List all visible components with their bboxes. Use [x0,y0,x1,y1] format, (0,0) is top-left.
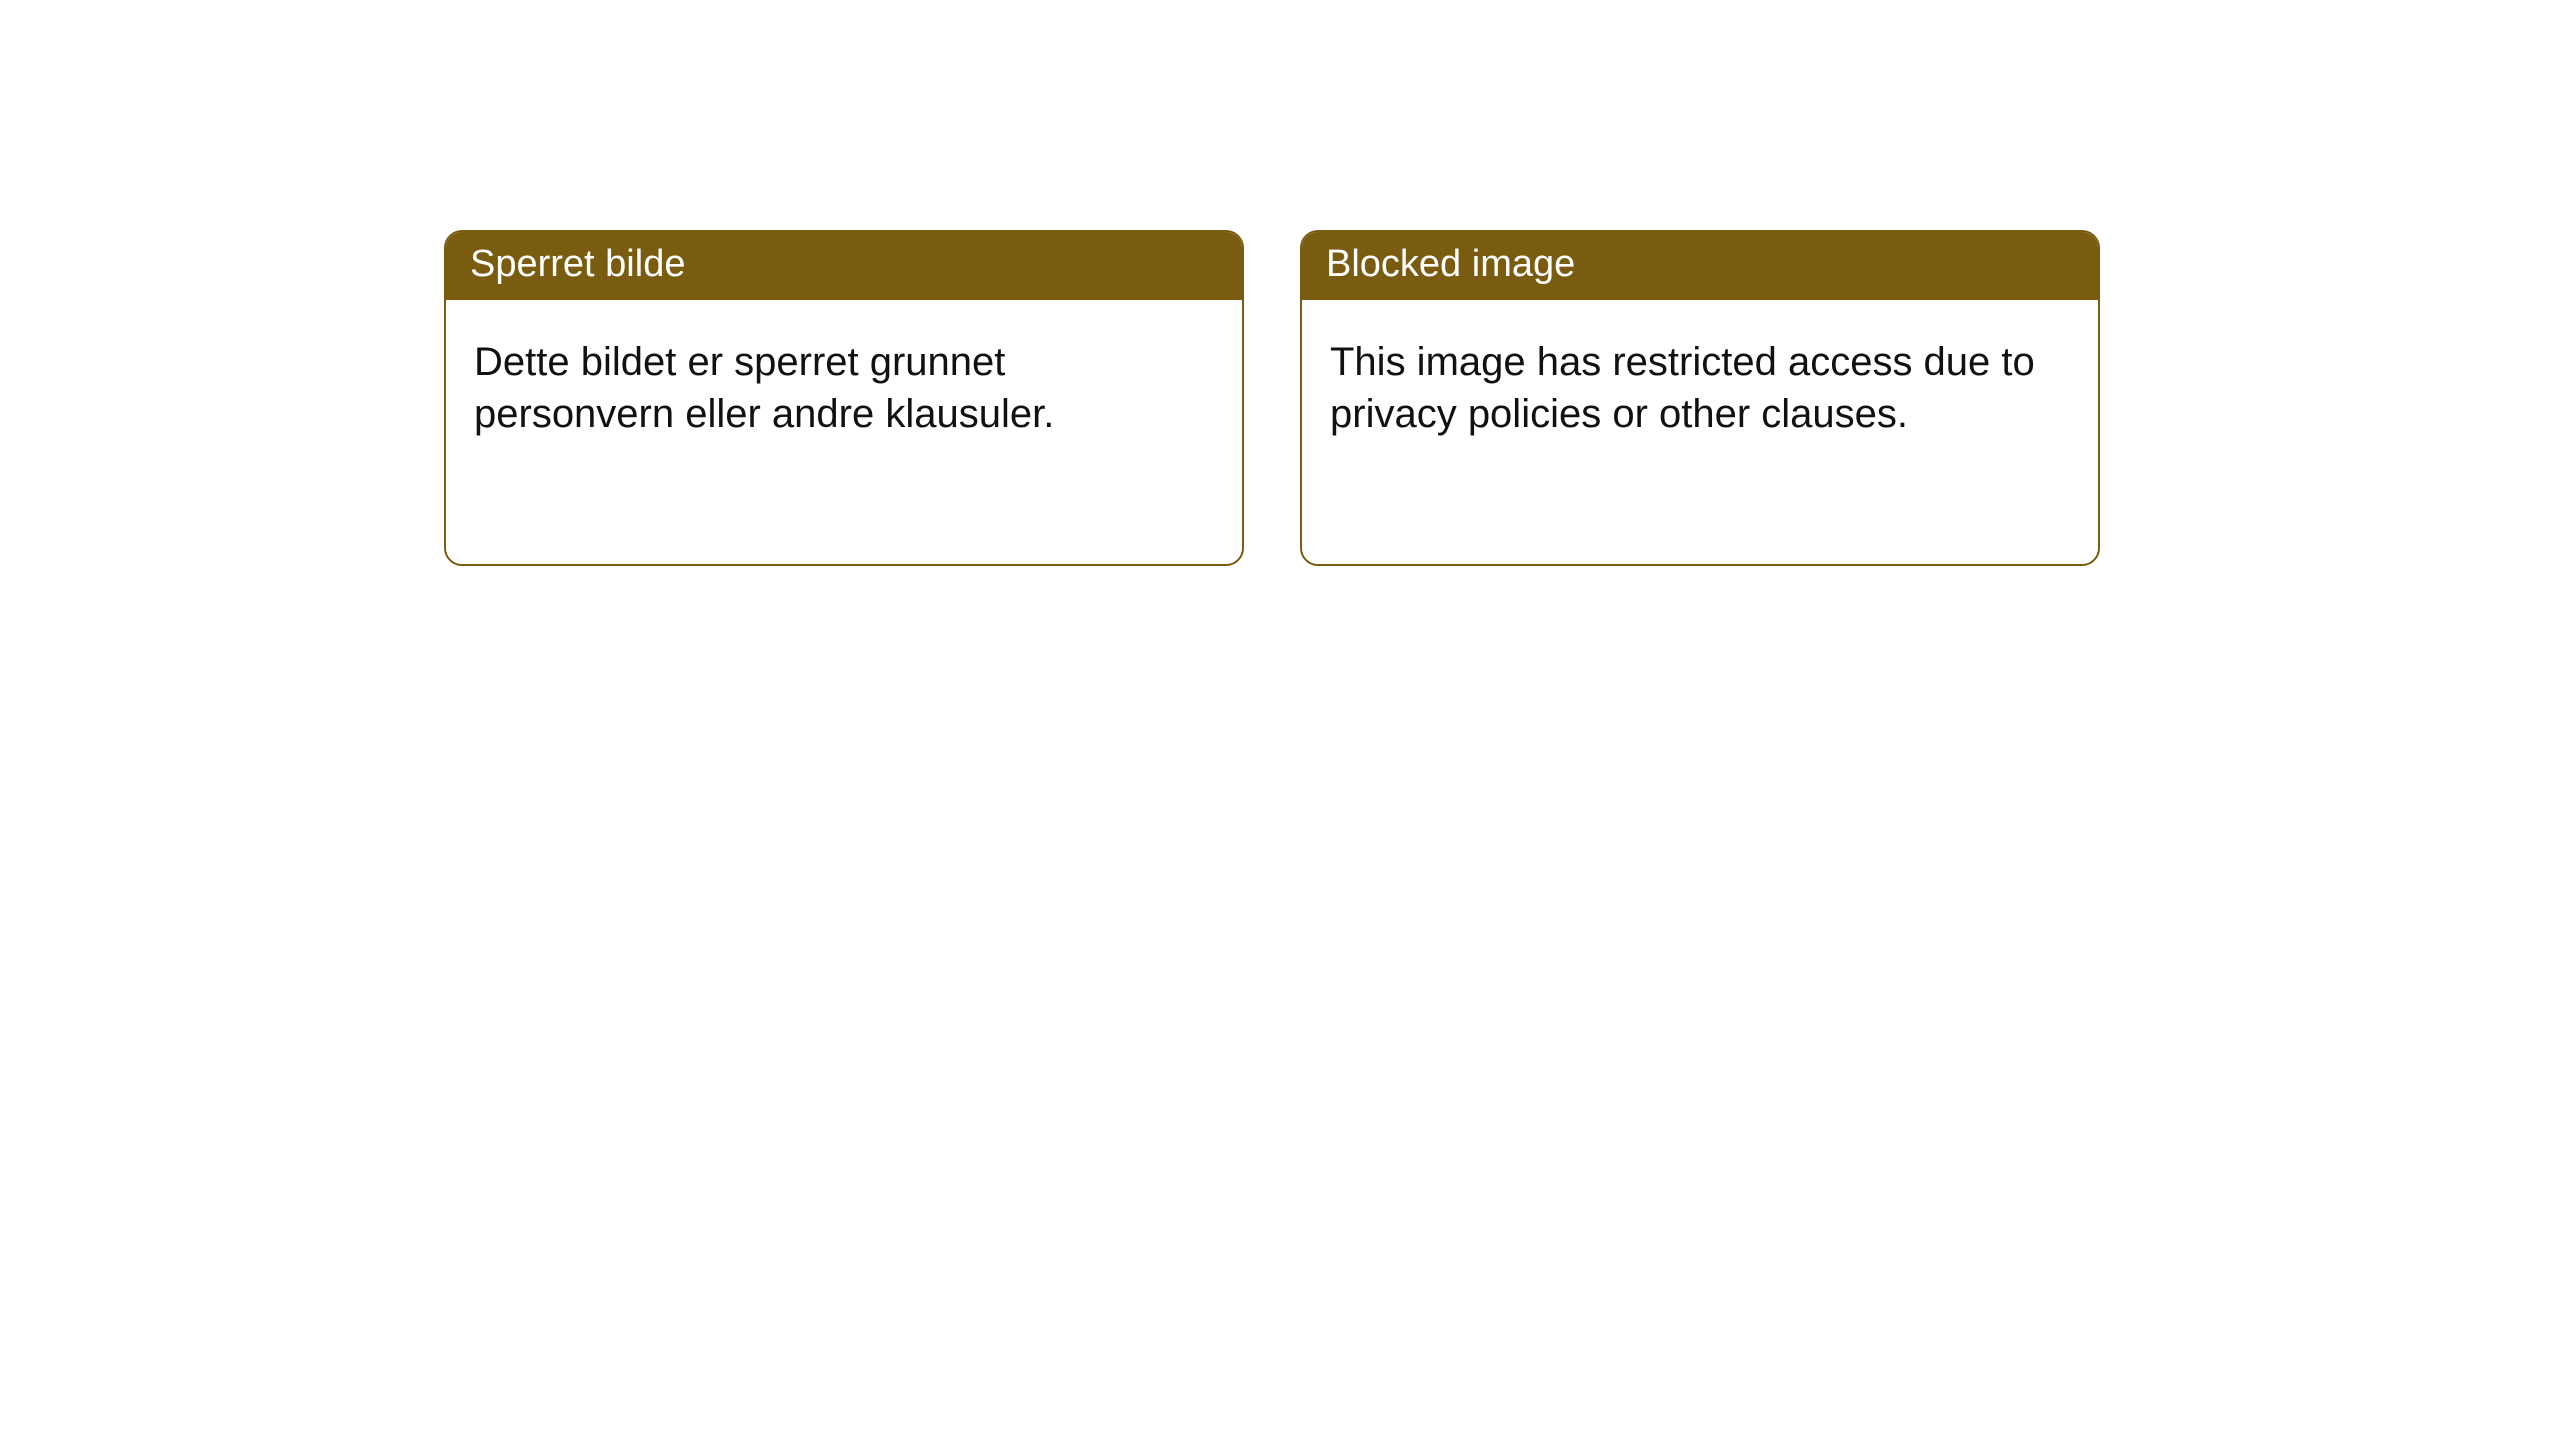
card-body: This image has restricted access due to … [1302,300,2098,468]
notice-card-english: Blocked image This image has restricted … [1300,230,2100,566]
card-header: Blocked image [1302,232,2098,300]
card-body: Dette bildet er sperret grunnet personve… [446,300,1242,468]
notice-card-row: Sperret bilde Dette bildet er sperret gr… [444,230,2100,566]
card-header: Sperret bilde [446,232,1242,300]
notice-card-norwegian: Sperret bilde Dette bildet er sperret gr… [444,230,1244,566]
